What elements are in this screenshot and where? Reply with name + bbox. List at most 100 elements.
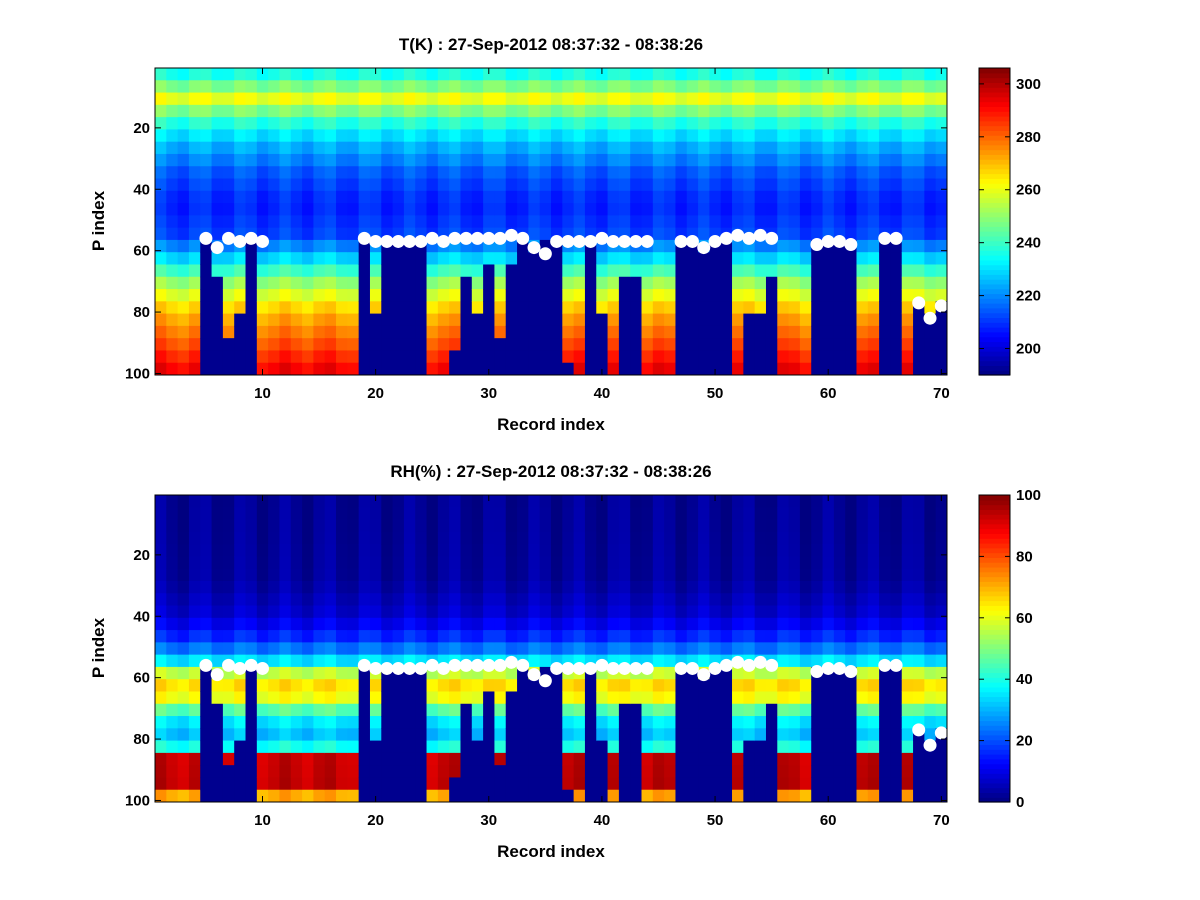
heatmap-cell — [290, 568, 303, 582]
heatmap-cell — [268, 507, 280, 521]
heatmap-cell — [358, 716, 371, 729]
heatmap-cell — [155, 325, 167, 339]
heatmap-cell — [222, 92, 235, 106]
heatmap-cell — [313, 141, 326, 155]
heatmap-cell — [879, 252, 891, 265]
heatmap-cell — [562, 495, 575, 508]
surface-marker — [538, 247, 552, 261]
heatmap-cell — [845, 752, 857, 766]
heatmap-cell — [596, 203, 609, 216]
heatmap-cell — [245, 531, 258, 545]
heatmap-cell — [709, 117, 722, 130]
heatmap-cell — [279, 716, 292, 729]
heatmap-cell — [234, 338, 247, 351]
heatmap-cell — [517, 153, 529, 167]
heatmap-cell — [641, 178, 654, 192]
colorbar-segment — [979, 658, 1010, 664]
heatmap-cell — [811, 104, 824, 118]
heatmap-cell — [302, 166, 314, 180]
heatmap-cell — [290, 740, 303, 754]
heatmap-cell — [799, 716, 812, 729]
heatmap-cell — [811, 531, 824, 545]
colorbar-segment — [979, 120, 1010, 127]
heatmap-cell — [675, 68, 688, 81]
heatmap-cell — [596, 642, 609, 656]
surface-marker — [719, 231, 733, 245]
heatmap-cell — [483, 289, 495, 302]
heatmap-cell — [607, 642, 620, 656]
heatmap-cell — [222, 716, 235, 729]
heatmap-cell — [369, 276, 382, 290]
heatmap-cell — [607, 679, 620, 692]
heatmap-cell — [901, 239, 914, 253]
heatmap-cell — [743, 301, 756, 315]
heatmap-cell — [833, 556, 846, 570]
heatmap-cell — [155, 264, 167, 278]
heatmap-cell — [415, 301, 428, 315]
heatmap-cell — [743, 362, 756, 376]
heatmap-cell — [652, 289, 665, 302]
heatmap-cell — [924, 117, 937, 130]
heatmap-cell — [347, 531, 360, 545]
heatmap-cell — [347, 716, 360, 729]
heatmap-cell — [596, 190, 609, 204]
heatmap-cell — [222, 617, 235, 631]
heatmap-cell — [347, 117, 360, 130]
heatmap-cell — [788, 289, 801, 302]
heatmap-cell — [573, 593, 586, 607]
heatmap-cell — [562, 215, 575, 229]
heatmap-cell — [890, 765, 903, 778]
heatmap-cell — [505, 92, 518, 106]
heatmap-cell — [652, 630, 665, 643]
heatmap-cell — [709, 264, 722, 278]
heatmap-cell — [584, 544, 597, 557]
heatmap-cell — [381, 104, 394, 118]
heatmap-cell — [222, 691, 235, 705]
heatmap-cell — [867, 80, 880, 94]
heatmap-cell — [562, 593, 575, 607]
heatmap-cell — [471, 301, 484, 315]
heatmap-cell — [867, 568, 880, 582]
heatmap-cell — [596, 153, 609, 167]
heatmap-cell — [856, 556, 869, 570]
heatmap-cell — [788, 203, 801, 216]
heatmap-cell — [630, 252, 643, 265]
heatmap-cell — [200, 313, 213, 327]
heatmap-cell — [607, 68, 620, 81]
heatmap-cell — [426, 350, 439, 364]
heatmap-cell — [686, 190, 699, 204]
heatmap-cell — [551, 276, 563, 290]
heatmap-cell — [539, 313, 552, 327]
heatmap-cell — [573, 789, 586, 803]
heatmap-cell — [392, 531, 405, 545]
heatmap-cell — [471, 556, 484, 570]
heatmap-cell — [618, 519, 631, 533]
heatmap-cell — [799, 203, 812, 216]
heatmap-cell — [754, 166, 767, 180]
heatmap-cell — [471, 617, 484, 631]
heatmap-cell — [913, 765, 925, 778]
heatmap-cell — [403, 203, 416, 216]
heatmap-cell — [200, 80, 213, 94]
heatmap-cell — [777, 117, 790, 130]
heatmap-cell — [528, 252, 541, 265]
heatmap-cell — [788, 740, 801, 754]
heatmap-cell — [698, 313, 710, 327]
heatmap-cell — [675, 752, 688, 766]
heatmap-cell — [765, 642, 778, 656]
heatmap-cell — [426, 531, 439, 545]
heatmap-cell — [607, 789, 620, 803]
heatmap-cell — [573, 215, 586, 229]
heatmap-cell — [336, 325, 348, 339]
heatmap-cell — [551, 789, 563, 803]
heatmap-cell — [539, 519, 552, 533]
heatmap-cell — [641, 227, 654, 241]
heatmap-cell — [494, 190, 507, 204]
heatmap-cell — [856, 765, 869, 778]
surface-marker — [391, 234, 405, 248]
heatmap-cell — [336, 507, 348, 521]
heatmap-cell — [879, 190, 891, 204]
heatmap-cell — [528, 752, 541, 766]
humidity-chart-title: RH(%) : 27-Sep-2012 08:37:32 - 08:38:26 — [390, 462, 711, 481]
heatmap-cell — [268, 239, 280, 253]
